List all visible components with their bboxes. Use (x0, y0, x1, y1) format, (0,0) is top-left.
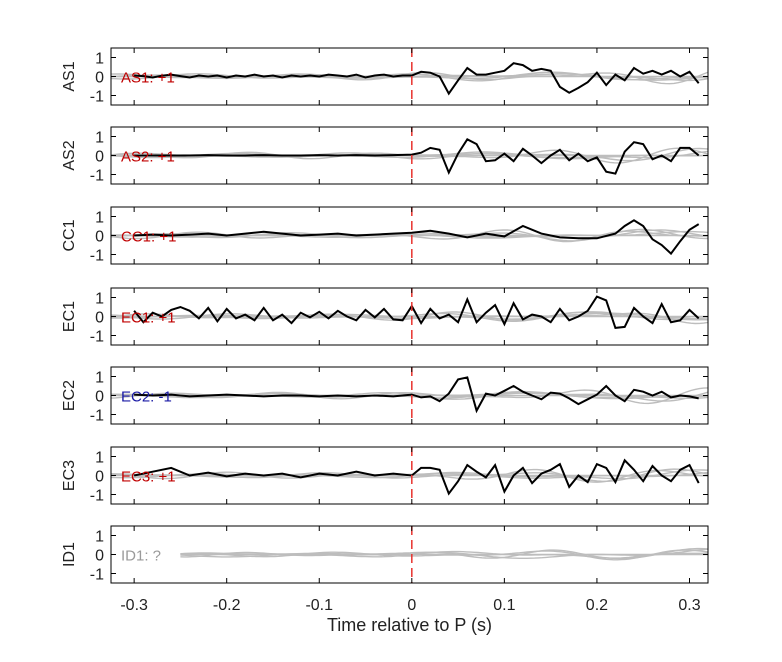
station-axis-label: CC1 (61, 219, 78, 251)
y-tick-label: -1 (90, 89, 104, 106)
polarity-annotation: EC1: +1 (121, 310, 176, 327)
station-axis-label: ID1 (61, 542, 78, 567)
y-tick-label: -1 (90, 488, 104, 505)
panel-traces (111, 295, 708, 329)
panel-cc1: 1 0 -1 CC1 CC1: +1 (61, 206, 709, 265)
y-tick-label: 1 (95, 51, 104, 68)
waveform-trace (133, 295, 700, 329)
waveform-trace (134, 137, 700, 176)
panel-ec3: 1 0 -1 EC3 EC3: +1 (61, 446, 709, 505)
polarity-annotation: AS2: +1 (121, 149, 175, 166)
waveform-trace (134, 376, 699, 414)
polarity-annotation: CC1: +1 (121, 229, 176, 246)
gray-trace (111, 311, 708, 325)
y-tick-label: -1 (90, 329, 104, 346)
x-tick-label: 0 (407, 597, 416, 614)
panel-traces (180, 547, 708, 561)
x-tick-label: -0.3 (120, 597, 148, 614)
panel-traces (111, 376, 708, 414)
waveform-trace (133, 458, 700, 496)
polarity-annotation: ID1: ? (121, 548, 161, 565)
y-tick-label: 1 (95, 450, 104, 467)
y-tick-label: 0 (95, 310, 104, 327)
polarity-annotation: AS1: +1 (121, 70, 175, 87)
station-axis-label: AS2 (61, 140, 78, 170)
station-axis-label: EC2 (61, 380, 78, 411)
x-tick-label: 0.1 (493, 597, 515, 614)
y-tick-label: 0 (95, 389, 104, 406)
polarity-annotation: EC3: +1 (121, 469, 176, 486)
panel-as1: 1 0 -1 AS1 AS1: +1 (61, 47, 709, 106)
x-tick-label: -0.1 (305, 597, 333, 614)
panel-as2: 1 0 -1 AS2 AS2: +1 (61, 126, 709, 185)
polarity-annotation: EC2: -1 (121, 389, 172, 406)
panel-traces (111, 219, 708, 256)
panel-traces (111, 458, 708, 496)
panel-traces (111, 137, 708, 176)
y-tick-label: 0 (95, 469, 104, 486)
panel-traces (111, 62, 708, 96)
x-tick-label: 0.2 (586, 597, 608, 614)
gray-trace (180, 549, 708, 559)
panel-id1: 1 0 -1 ID1 ID1: ? (61, 525, 709, 584)
y-tick-label: -1 (90, 168, 104, 185)
panel-ec1: 1 0 -1 EC1 EC1: +1 (61, 287, 709, 346)
y-tick-label: 0 (95, 149, 104, 166)
x-tick-label: -0.2 (213, 597, 241, 614)
x-axis-label: Time relative to P (s) (327, 615, 492, 635)
y-tick-label: 1 (95, 529, 104, 546)
y-tick-label: 0 (95, 548, 104, 565)
waveform-trace (134, 219, 700, 256)
x-tick-label: 0.3 (678, 597, 700, 614)
y-tick-label: -1 (90, 248, 104, 265)
y-tick-label: 1 (95, 370, 104, 387)
y-tick-label: -1 (90, 408, 104, 425)
station-axis-label: AS1 (61, 61, 78, 91)
y-tick-label: 1 (95, 291, 104, 308)
y-tick-label: 1 (95, 130, 104, 147)
station-axis-label: EC3 (61, 460, 78, 491)
gray-trace (111, 387, 708, 405)
y-tick-label: 0 (95, 70, 104, 87)
panel-ec2: 1 0 -1 EC2 EC2: -1 (61, 366, 709, 425)
y-tick-label: 1 (95, 210, 104, 227)
station-axis-label: EC1 (61, 301, 78, 332)
y-tick-label: -1 (90, 567, 104, 584)
waveform-trace (134, 62, 700, 96)
y-tick-label: 0 (95, 229, 104, 246)
